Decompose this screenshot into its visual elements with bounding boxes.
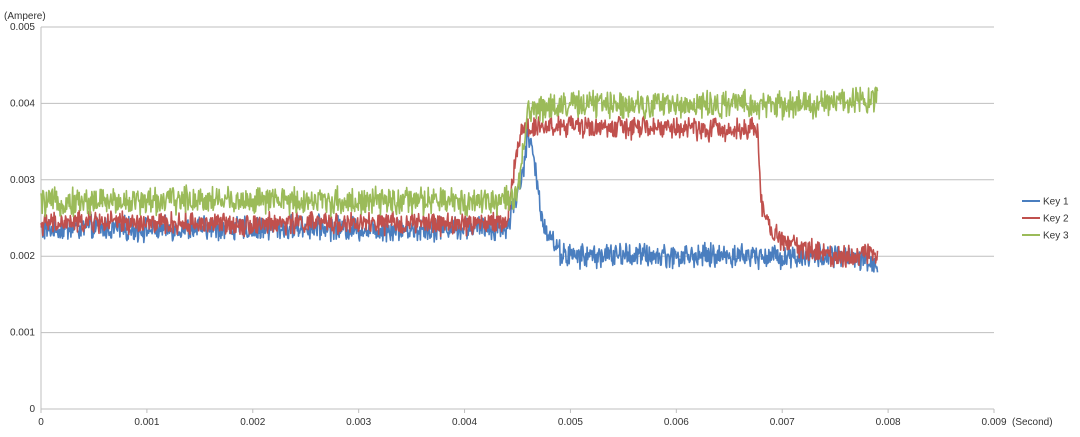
x-tick-label: 0.007: [770, 417, 795, 428]
x-axis-label: (Second): [1012, 417, 1053, 428]
legend-label: Key 3: [1043, 231, 1069, 242]
y-tick-label: 0.003: [10, 175, 35, 186]
y-tick-label: 0: [29, 404, 35, 415]
x-tick-label: 0.005: [558, 417, 583, 428]
x-tick-label: 0.008: [876, 417, 901, 428]
y-tick-label: 0.001: [10, 328, 35, 339]
series-line-2: [40, 115, 879, 268]
legend-label: Key 1: [1043, 197, 1069, 208]
legend: Key 1 Key 2 Key 3: [1022, 197, 1069, 242]
x-tick-label: 0: [38, 417, 44, 428]
x-tick-label: 0.002: [240, 417, 265, 428]
x-tick-label: 0.004: [452, 417, 477, 428]
legend-label: Key 2: [1043, 214, 1069, 225]
x-tick-label: 0.001: [134, 417, 159, 428]
series-lines: [40, 86, 879, 273]
axes: (Ampere) (Second) 0 0.001 0.002 0.003 0.004 0…: [4, 11, 1053, 428]
x-tick-label: 0.003: [346, 417, 371, 428]
x-tick-label: 0.006: [664, 417, 689, 428]
y-tick-label: 0.005: [10, 22, 35, 33]
series-line-3: [40, 86, 879, 218]
y-tick-label: 0.004: [10, 98, 35, 109]
y-axis-label: (Ampere): [4, 11, 46, 22]
x-tick-label: 0.009: [981, 417, 1006, 428]
y-tick-label: 0.002: [10, 251, 35, 262]
